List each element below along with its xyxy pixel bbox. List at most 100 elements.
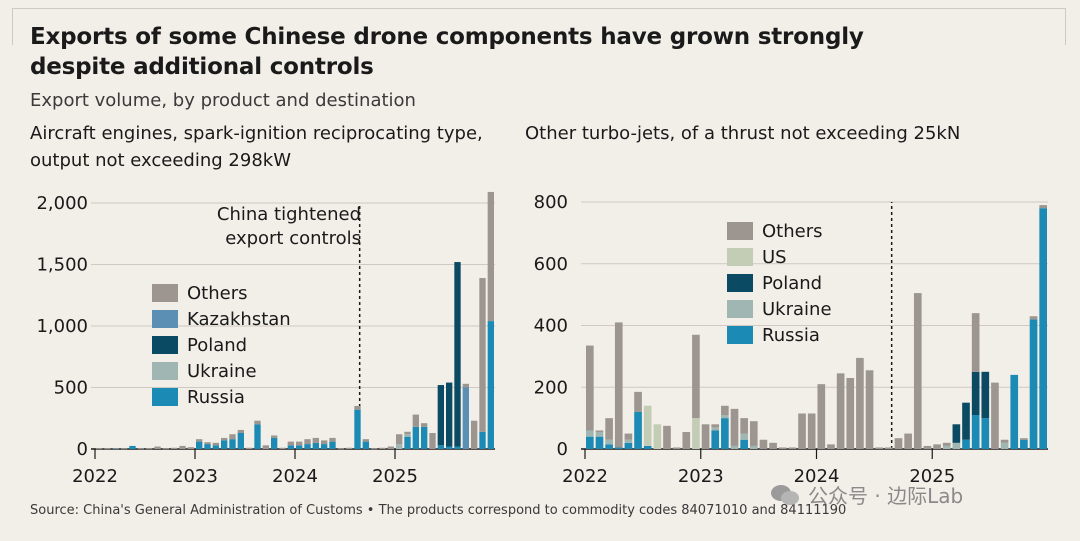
left-bar-russia [221,440,228,449]
left-bar-russia [312,442,319,449]
legend-item-us: US [727,244,832,270]
right-bar-others [933,444,941,449]
right-ytick-label: 200 [534,377,568,398]
right-bar-others [807,413,816,449]
left-bar-russia [437,445,444,449]
left-ytick-label: 1,000 [36,316,88,337]
left-bar-others [429,433,436,449]
right-bar-others [614,322,623,448]
left-panel-title: Aircraft engines, spark-ignition recipro… [30,123,483,171]
right-bar-others [692,334,700,419]
right-bar-others [634,391,642,412]
source-footer: Source: China's General Administration o… [30,503,847,518]
left-ytick-label: 0 [77,439,88,460]
left-bar-russia [421,426,428,449]
right-xtick-label: 2024 [794,466,840,487]
left-bar-others [304,439,311,445]
left-bar-russia [296,445,303,449]
left-bar-russia [254,424,261,449]
right-bar-ukraine [595,432,604,437]
left-bar-others [287,441,294,446]
right-ytick-label: 400 [534,316,568,337]
right-bar-ukraine [749,445,758,449]
right-bar-others [817,384,826,449]
left-bar-others [354,405,361,410]
left-bar-russia [129,445,136,449]
left-xtick-label: 2024 [272,466,318,487]
legend-item-russia: Russia [727,322,832,348]
left-bar-russia [212,445,219,449]
left-bar-russia [287,445,294,449]
right-bar-others [875,447,884,449]
left-xtick-label: 2022 [72,466,118,487]
left-bar-russia [229,439,236,449]
legend-label: Kazakhstan [187,308,291,330]
left-bar-russia [487,321,494,449]
left-chart: 0 500 1,000 1,500 2,000 2022 2023 2024 2025 [36,191,495,487]
left-bar-russia [446,446,453,449]
right-bar-others [778,447,787,449]
legend-item-others: Others [727,218,832,244]
watermark-text: 公众号 · 边际Lab [808,484,964,508]
left-bar-others [137,448,144,450]
right-bar-others [865,370,874,449]
right-bar-others [798,413,806,449]
left-bar-russia [454,446,461,449]
left-bar-others [412,414,419,427]
right-bar-others [682,432,691,449]
left-bar-russia [479,431,486,449]
left-bar-others [121,448,128,450]
right-bar-others [1029,316,1038,320]
right-bar-ukraine [605,439,613,445]
left-bar-poland [446,382,453,447]
right-bar-russia [586,436,594,449]
right-bar-ukraine [711,427,720,431]
right-bar-russia [634,411,642,449]
legend-swatch [727,222,753,240]
right-bar-poland [981,371,990,419]
left-bar-kazakhstan [462,387,469,449]
legend-label: US [762,246,787,268]
right-bar-russia [614,447,623,449]
right-bar-russia [1010,374,1019,449]
legend-label: Poland [762,272,823,294]
right-bar-others [759,439,768,449]
left-ytick-label: 500 [54,378,88,399]
right-bar-russia [624,442,633,449]
right-bar-others [1000,439,1009,443]
left-bar-russia [321,444,328,449]
left-bar-others [146,448,153,450]
right-bar-poland [962,402,970,440]
left-bar-russia [196,441,203,449]
left-bar-russia [237,433,244,449]
left-bar-russia [362,441,369,449]
right-bar-ukraine [1000,442,1009,449]
right-bar-us [643,405,652,446]
right-bar-others [856,357,864,449]
right-bar-others [836,373,845,449]
legend-item-poland: Poland [152,332,291,358]
right-bar-russia [605,444,613,449]
left-bar-others [421,423,428,427]
right-bar-others [769,442,777,449]
left-ytick-label: 2,000 [36,193,88,214]
left-bar-others [479,278,486,432]
left-bar-others [154,446,161,449]
right-bar-ukraine [586,430,594,437]
left-bar-others [471,420,478,449]
legend-swatch [152,336,178,354]
legend-label: Russia [187,386,245,408]
right-bar-others [1020,438,1028,440]
left-bar-others [396,434,403,445]
left-bar-others [321,440,328,445]
right-bar-others [913,293,922,449]
left-bar-ukraine [396,444,403,449]
right-bar-ukraine [721,415,729,419]
left-bar-russia [204,444,211,449]
right-bar-others [749,421,758,446]
left-bar-others [296,441,303,446]
legend-item-poland: Poland [727,270,832,296]
right-bar-others [605,418,613,440]
left-bar-others [329,437,336,442]
